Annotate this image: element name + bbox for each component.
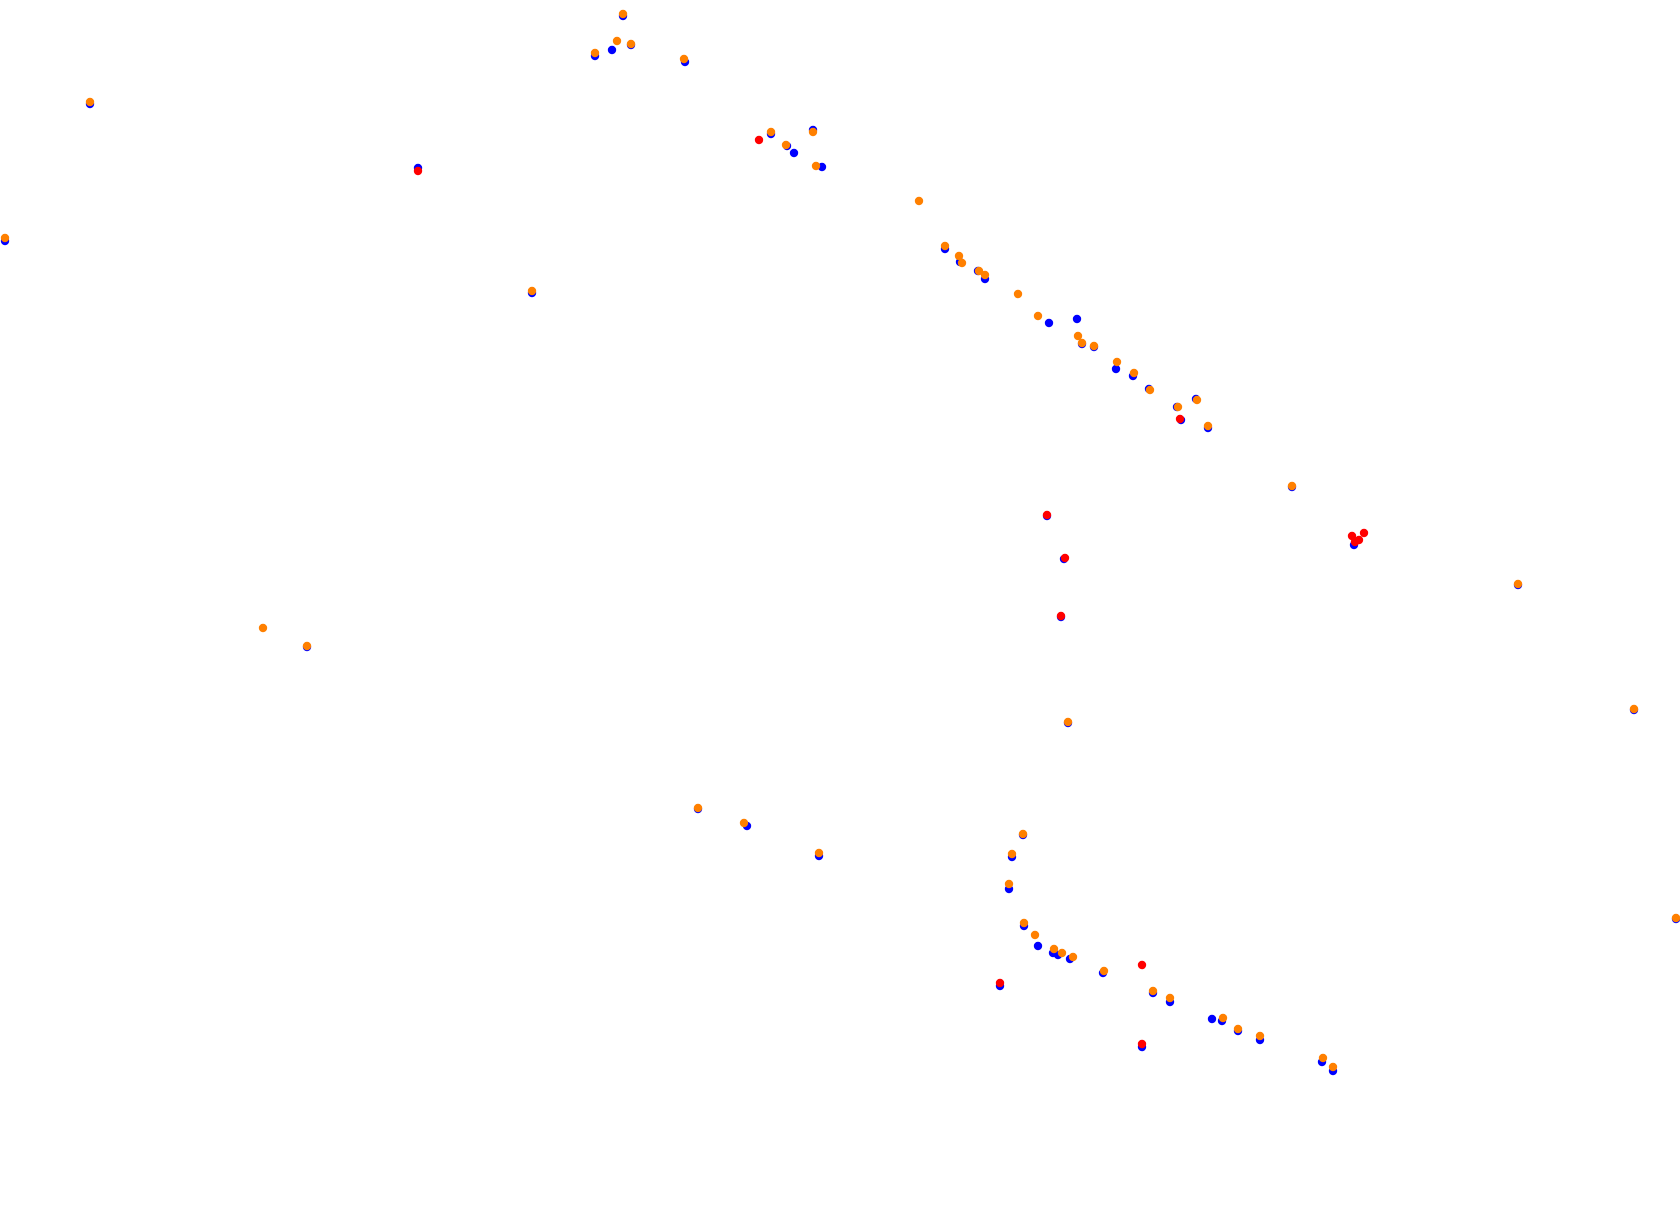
- data-point: [980, 270, 990, 280]
- data-point: [957, 258, 967, 268]
- data-point: [1049, 944, 1059, 954]
- data-point: [1057, 948, 1067, 958]
- data-point: [1137, 1039, 1147, 1049]
- data-point: [914, 196, 924, 206]
- data-point: [808, 127, 818, 137]
- data-point: [1148, 986, 1158, 996]
- data-point: [302, 641, 312, 651]
- data-point: [766, 127, 776, 137]
- data-point: [1018, 829, 1028, 839]
- data-point: [590, 48, 600, 58]
- data-point: [693, 803, 703, 813]
- data-point: [940, 241, 950, 251]
- data-point: [607, 45, 617, 55]
- data-point: [1004, 879, 1014, 889]
- data-point: [754, 135, 764, 145]
- data-point: [1030, 930, 1040, 940]
- data-point: [1112, 357, 1122, 367]
- data-point: [1007, 849, 1017, 859]
- data-point: [1072, 314, 1082, 324]
- data-point: [1173, 402, 1183, 412]
- data-point: [527, 286, 537, 296]
- data-point: [1060, 553, 1070, 563]
- data-point: [1099, 966, 1109, 976]
- data-point: [1207, 1014, 1217, 1024]
- data-point: [679, 54, 689, 64]
- data-point: [1350, 537, 1360, 547]
- series-2: [0, 9, 1680, 1072]
- data-point: [626, 39, 636, 49]
- data-point: [1129, 368, 1139, 378]
- data-point: [1513, 579, 1523, 589]
- data-point: [612, 36, 622, 46]
- data-point: [789, 148, 799, 158]
- data-point: [1165, 993, 1175, 1003]
- data-point: [1019, 918, 1029, 928]
- data-point: [974, 266, 984, 276]
- data-point: [1287, 481, 1297, 491]
- data-point: [995, 978, 1005, 988]
- data-point: [1328, 1062, 1338, 1072]
- data-point: [85, 97, 95, 107]
- data-point: [1013, 289, 1023, 299]
- data-point: [1175, 414, 1185, 424]
- data-point: [1233, 1024, 1243, 1034]
- data-point: [1137, 960, 1147, 970]
- data-point: [1359, 528, 1369, 538]
- data-point: [954, 251, 964, 261]
- data-point: [739, 818, 749, 828]
- data-point: [1089, 341, 1099, 351]
- data-point: [811, 161, 821, 171]
- data-point: [1629, 704, 1639, 714]
- data-point: [781, 140, 791, 150]
- data-point: [1255, 1031, 1265, 1041]
- data-point: [413, 166, 423, 176]
- data-point: [1056, 611, 1066, 621]
- data-point: [0, 233, 10, 243]
- data-point: [1111, 364, 1121, 374]
- data-point: [1671, 913, 1680, 923]
- data-point: [1033, 941, 1043, 951]
- data-point: [1063, 717, 1073, 727]
- data-point: [258, 623, 268, 633]
- data-point: [618, 9, 628, 19]
- data-point: [1077, 338, 1087, 348]
- data-point: [1068, 952, 1078, 962]
- data-point: [1033, 311, 1043, 321]
- data-point: [1203, 421, 1213, 431]
- data-point: [1042, 510, 1052, 520]
- series-1: [413, 135, 1369, 1049]
- data-point: [1044, 318, 1054, 328]
- data-point: [1192, 395, 1202, 405]
- data-point: [1318, 1053, 1328, 1063]
- data-points: [0, 9, 1680, 1076]
- data-point: [814, 848, 824, 858]
- data-point: [1073, 331, 1083, 341]
- data-point: [1145, 385, 1155, 395]
- data-point: [1218, 1013, 1228, 1023]
